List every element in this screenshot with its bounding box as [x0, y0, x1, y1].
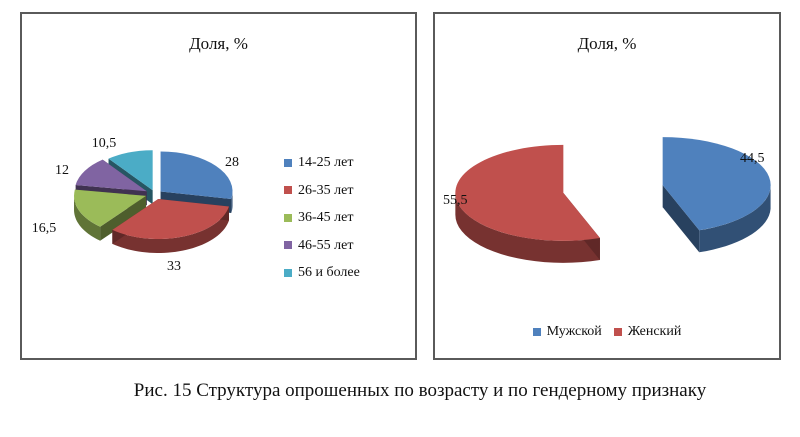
- gender-chart-title: Доля, %: [577, 34, 637, 53]
- legend-item-1-1: Женский: [613, 324, 682, 340]
- legend-label: Мужской: [546, 324, 602, 339]
- figure-caption: Рис. 15 Структура опрошенных по возрасту…: [133, 380, 707, 401]
- legend-label: Женский: [627, 324, 682, 339]
- legend-label: 56 и более: [298, 265, 360, 280]
- data-label-0-0: 28: [225, 155, 239, 170]
- pie-slice-0-1: [112, 199, 229, 240]
- data-label-0-3: 12: [55, 163, 69, 178]
- pie-slice-0-2: [74, 189, 147, 227]
- pie-slice-0-3: [75, 159, 147, 192]
- legend-swatch: [284, 158, 292, 167]
- data-label-0-1: 33: [167, 259, 181, 274]
- legend-swatch: [284, 241, 292, 250]
- age-chart-panel: Доля, % 28 33 16,5 12 10,5 14-25 лет 26-35 ле…: [20, 12, 417, 360]
- age-chart-title: Доля, %: [189, 34, 248, 53]
- legend-item-0-1: 26-35 лет: [284, 183, 360, 211]
- legend-label: 46-55 лет: [298, 237, 354, 253]
- legend-label: 14-25 лет: [298, 155, 354, 170]
- pie-slice-side-1-0: [662, 185, 771, 253]
- legend-swatch: [613, 327, 622, 336]
- legend-label: 36-45 лет: [298, 210, 354, 225]
- gender-legend: Мужской Женский: [435, 324, 779, 340]
- pie-slice-1-1: [455, 144, 600, 241]
- data-label-0-4: 10,5: [92, 136, 117, 151]
- age-pie-chart: 28 33 16,5 12 10,5: [32, 136, 239, 274]
- legend-item-0-4: 56 и более: [284, 265, 360, 293]
- gender-chart-panel: Доля, % 44,5 55,5 Мужской Женский: [433, 12, 781, 360]
- legend-swatch: [284, 213, 292, 222]
- pie-slice-0-4: [108, 150, 153, 191]
- legend-label: 26-35 лет: [298, 182, 354, 198]
- pie-slice-1-0: [662, 137, 771, 231]
- data-label-1-0: 44,5: [740, 151, 765, 166]
- legend-swatch: [284, 268, 292, 277]
- legend-item-0-2: 36-45 лет: [284, 210, 360, 238]
- data-label-1-1: 55,5: [443, 193, 468, 208]
- data-label-0-2: 16,5: [32, 221, 57, 236]
- pie-slice-0-0: [160, 151, 233, 199]
- legend-item-0-3: 46-55 лет: [284, 238, 360, 266]
- legend-swatch: [532, 327, 541, 336]
- gender-pie-chart: 44,5 55,5: [443, 137, 771, 263]
- age-legend: 14-25 лет 26-35 лет 36-45 лет 46-55 лет 56 и…: [284, 155, 360, 293]
- legend-swatch: [284, 186, 292, 195]
- legend-item-0-0: 14-25 лет: [284, 155, 360, 183]
- legend-item-1-0: Мужской: [532, 324, 602, 340]
